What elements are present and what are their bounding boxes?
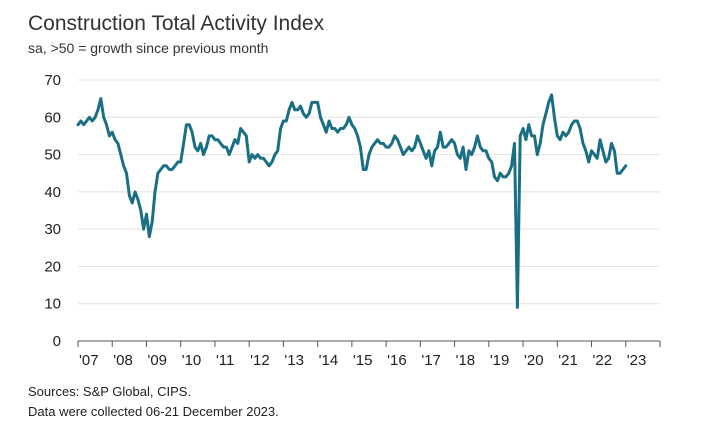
- x-tick-label: '13: [284, 352, 304, 369]
- x-tick-label: '14: [319, 352, 339, 369]
- x-tick-label: '12: [250, 352, 270, 369]
- series-layer: [76, 93, 628, 309]
- series-line-0: [76, 93, 628, 309]
- x-tick-label: '18: [456, 352, 476, 369]
- y-tick-label: 0: [53, 333, 61, 350]
- y-tick-label: 10: [44, 296, 61, 313]
- sources-note: Sources: S&P Global, CIPS.: [28, 384, 191, 399]
- chart-subtitle: sa, >50 = growth since previous month: [28, 40, 268, 56]
- x-tick-label: '09: [147, 352, 167, 369]
- chart-title: Construction Total Activity Index: [28, 12, 325, 35]
- x-tick-label: '20: [524, 352, 544, 369]
- y-tick-label: 70: [44, 72, 61, 89]
- collection-note: Data were collected 06-21 December 2023.: [28, 404, 279, 419]
- x-tick-label: '22: [593, 352, 613, 369]
- x-tick-label: '16: [387, 352, 407, 369]
- x-tick-label: '15: [353, 352, 373, 369]
- x-tick-label: '17: [421, 352, 441, 369]
- y-tick-label: 20: [44, 258, 61, 275]
- y-tick-label: 40: [44, 184, 61, 201]
- x-tick-label: '10: [182, 352, 202, 369]
- x-tick-label: '11: [216, 352, 234, 369]
- x-tick-label: '21: [558, 352, 578, 369]
- x-tick-label: '07: [79, 352, 99, 369]
- y-tick-label: 50: [44, 147, 61, 164]
- gridlines: [78, 79, 660, 305]
- y-tick-label: 60: [44, 109, 61, 126]
- x-tick-label: '19: [490, 352, 510, 369]
- y-tick-label: 30: [44, 221, 61, 238]
- y-axis: 0 10 20 30 40 50 60 70: [44, 72, 61, 350]
- x-axis: '07 '08 '09 '10 '11 '12 '13 '14 '15 '16 '17 '18 '19 '…: [77, 340, 661, 369]
- x-tick-label: '08: [113, 352, 133, 369]
- x-tick-label: '23: [627, 352, 647, 369]
